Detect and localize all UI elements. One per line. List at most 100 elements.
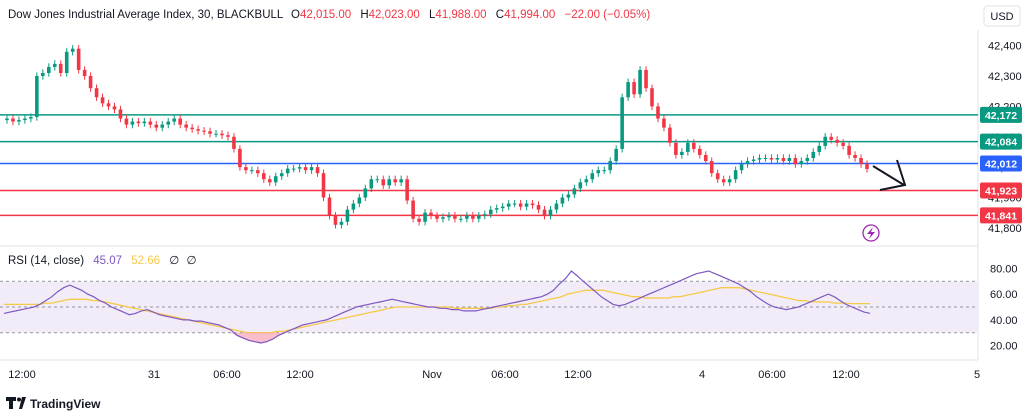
candle-body — [829, 136, 833, 140]
horizontal-levels: 42,172 42,084 42,012 41,923 41,841 — [0, 106, 1022, 224]
candle-body — [859, 158, 863, 165]
candle-body — [465, 215, 469, 219]
candle — [829, 133, 833, 144]
candle — [387, 175, 392, 189]
candle — [608, 157, 612, 174]
candle — [799, 157, 804, 168]
candle — [285, 164, 290, 177]
candle — [267, 175, 272, 186]
candle — [811, 148, 816, 162]
candle-body — [250, 170, 254, 172]
candle — [262, 169, 266, 183]
candle-body — [411, 200, 415, 219]
candlestick-series — [5, 45, 869, 229]
candle-body — [751, 159, 756, 162]
candle — [148, 117, 153, 129]
candle-body — [447, 215, 451, 218]
candle — [835, 136, 839, 147]
candle-body — [739, 164, 744, 171]
candle — [238, 145, 242, 171]
candle — [279, 169, 284, 180]
candle-body — [853, 154, 857, 159]
candle — [709, 157, 714, 177]
candle — [100, 93, 105, 108]
candle — [190, 124, 194, 133]
level-tag-label: 42,172 — [985, 110, 1017, 122]
candle-body — [17, 120, 21, 122]
candle — [393, 175, 397, 186]
candle — [680, 148, 684, 159]
candle-body — [142, 121, 147, 124]
candle-body — [232, 136, 236, 149]
candle — [315, 163, 320, 177]
candle-body — [52, 63, 57, 67]
candle-body — [548, 209, 553, 216]
candle-body — [572, 188, 577, 195]
candle-body — [160, 124, 165, 128]
candle-body — [811, 151, 816, 159]
candle — [632, 78, 636, 98]
candle-body — [488, 209, 493, 215]
candle — [578, 178, 583, 193]
candle-body — [757, 158, 762, 160]
time-tick-label: 4 — [699, 369, 705, 381]
candle — [58, 60, 63, 77]
rsi-line — [3, 270, 871, 344]
candle-body — [608, 161, 612, 171]
time-tick-label: 12:00 — [564, 369, 592, 381]
candle — [775, 154, 780, 164]
candle-body — [417, 218, 421, 222]
candle-body — [482, 214, 487, 216]
price-tick-label: 42,400 — [988, 41, 1022, 53]
candle-body — [345, 209, 350, 222]
time-tick-label: 06:00 — [491, 369, 519, 381]
symbol-title: Dow Jones Industrial Average Index, 30, … — [8, 9, 284, 21]
candle-body — [369, 179, 374, 189]
candle — [226, 131, 230, 141]
candle-body — [614, 148, 618, 162]
candle — [715, 169, 720, 183]
candle — [130, 117, 135, 129]
candle — [291, 164, 296, 173]
candle — [214, 130, 218, 138]
candle-body — [262, 173, 266, 180]
candle — [94, 84, 99, 101]
candle — [477, 212, 481, 223]
candle — [793, 154, 798, 168]
candle-body — [5, 118, 9, 121]
candle — [11, 114, 15, 126]
candle-body — [823, 136, 827, 146]
candle — [859, 154, 863, 168]
candle — [805, 154, 810, 165]
candle — [865, 160, 869, 173]
candle — [763, 154, 768, 162]
candle — [447, 212, 451, 221]
candle-body — [178, 118, 182, 125]
candle — [644, 66, 648, 92]
candle-body — [727, 179, 732, 183]
down-arrow-annotation — [872, 159, 907, 191]
rsi-guides — [0, 280, 978, 334]
candle — [560, 193, 565, 208]
candle-body — [29, 117, 33, 119]
candle-body — [11, 118, 15, 122]
time-axis[interactable]: 12:00 31 06:00 12:00 Nov 06:00 12:00 4 06:00 12:0… — [8, 369, 980, 381]
candle — [154, 120, 159, 132]
candle-body — [542, 209, 547, 216]
candle — [118, 105, 123, 123]
currency-button[interactable]: USD — [983, 5, 1021, 27]
candle-body — [148, 121, 153, 125]
candle-body — [333, 215, 338, 225]
candle-body — [506, 203, 511, 207]
candle — [733, 166, 738, 183]
rsi-tick-label: 20.00 — [990, 341, 1018, 353]
candle — [542, 205, 547, 220]
candle-body — [697, 148, 702, 155]
tradingview-logo[interactable]: TradingView — [6, 397, 101, 411]
lightning-icon[interactable] — [862, 224, 880, 242]
candle-body — [692, 142, 696, 149]
candle-body — [351, 203, 356, 210]
candle — [739, 160, 744, 174]
time-tick-label: Nov — [422, 369, 442, 381]
